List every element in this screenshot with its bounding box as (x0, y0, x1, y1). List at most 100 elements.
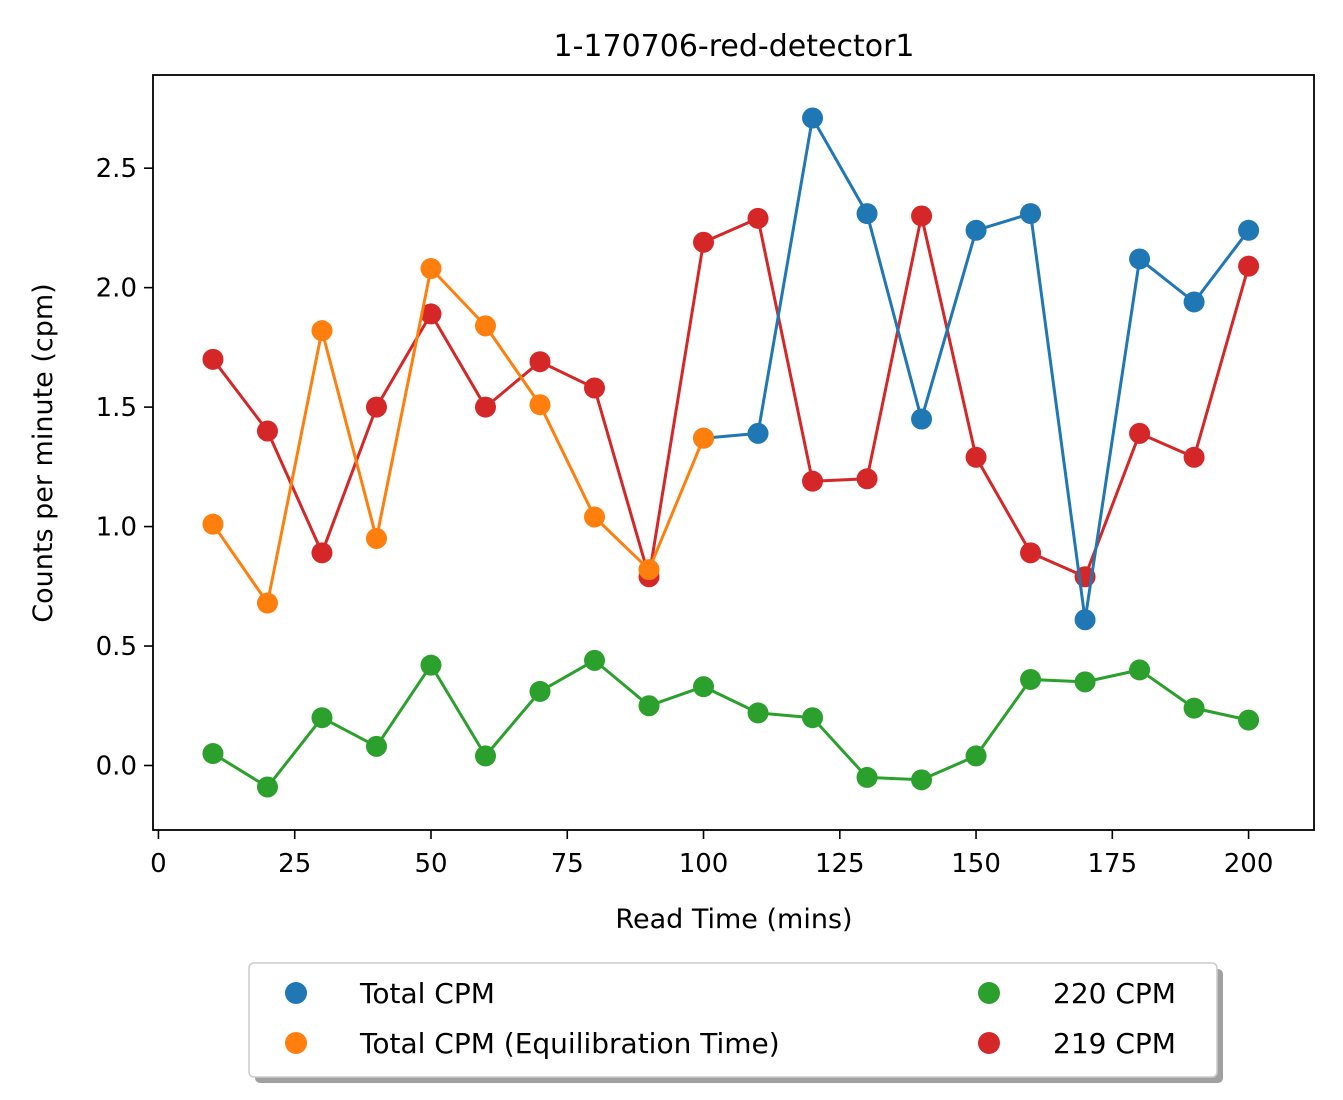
x-tick-label: 0 (150, 849, 167, 879)
y-tick-label: 2.0 (96, 274, 137, 304)
legend-item: 220 CPM (978, 977, 1176, 1010)
data-point (420, 258, 442, 280)
data-point (365, 528, 387, 550)
data-point (202, 348, 224, 370)
x-tick-label: 50 (414, 849, 447, 879)
x-tick-label: 150 (951, 849, 1001, 879)
y-tick-label: 0.5 (96, 632, 137, 662)
data-point (365, 396, 387, 418)
data-point (474, 745, 496, 767)
data-point (420, 303, 442, 325)
data-point (1238, 219, 1260, 241)
data-point (365, 735, 387, 757)
data-point (802, 470, 824, 492)
data-point (1074, 671, 1096, 693)
data-point (911, 205, 933, 227)
data-point (202, 513, 224, 535)
legend-marker (978, 982, 1000, 1004)
data-point (311, 320, 333, 342)
data-point (856, 766, 878, 788)
x-tick-label: 100 (679, 849, 729, 879)
data-point (693, 231, 715, 253)
legend-marker (285, 982, 307, 1004)
legend-label: Total CPM (Equilibration Time) (359, 1027, 780, 1060)
data-point (1020, 668, 1042, 690)
data-point (584, 506, 606, 528)
legend-marker (978, 1032, 1000, 1054)
data-point (1129, 659, 1151, 681)
y-tick-label: 1.5 (96, 393, 137, 423)
plot-area (202, 107, 1260, 798)
x-tick-label: 75 (551, 849, 584, 879)
data-point (693, 676, 715, 698)
data-point (911, 408, 933, 430)
y-tick-label: 0.0 (96, 751, 137, 781)
legend: Total CPM Total CPM (Equilibration Time) 2… (248, 962, 1223, 1083)
legend-item: Total CPM (Equilibration Time) (285, 1027, 780, 1060)
data-point (584, 377, 606, 399)
legend-box (248, 962, 1218, 1078)
legend-label: 220 CPM (1053, 977, 1176, 1010)
data-point (1020, 542, 1042, 564)
data-point (420, 654, 442, 676)
x-tick-label: 25 (278, 849, 311, 879)
x-tick-label: 175 (1088, 849, 1138, 879)
data-point (965, 446, 987, 468)
data-point (1074, 609, 1096, 631)
data-point (474, 396, 496, 418)
y-tick-label: 2.5 (96, 154, 137, 184)
x-tick-label: 200 (1224, 849, 1274, 879)
data-point (693, 427, 715, 449)
data-point (1238, 709, 1260, 731)
y-axis: 0.0 0.5 1.0 1.5 2.0 2.5 (96, 154, 153, 781)
data-point (256, 592, 278, 614)
legend-marker (285, 1032, 307, 1054)
data-point (747, 422, 769, 444)
legend-item: 219 CPM (978, 1027, 1176, 1060)
data-point (965, 219, 987, 241)
data-point (1238, 255, 1260, 277)
data-point (638, 695, 660, 717)
x-tick-label: 125 (815, 849, 865, 879)
data-point (202, 743, 224, 765)
data-point (802, 707, 824, 729)
data-point (584, 649, 606, 671)
data-point (965, 745, 987, 767)
y-tick-label: 1.0 (96, 513, 137, 543)
data-point (911, 769, 933, 791)
data-point (1129, 248, 1151, 270)
series-220-cpm (202, 649, 1260, 798)
data-point (856, 468, 878, 490)
data-point (256, 420, 278, 442)
data-point (474, 315, 496, 337)
data-point (638, 559, 660, 581)
chart-title: 1-170706-red-detector1 (553, 29, 914, 64)
legend-item: Total CPM (285, 977, 495, 1010)
data-point (311, 707, 333, 729)
x-axis-label: Read Time (mins) (615, 904, 852, 935)
data-point (747, 207, 769, 229)
legend-label: 219 CPM (1053, 1027, 1176, 1060)
data-point (802, 107, 824, 129)
series-total-cpm-equilibration-time (202, 258, 715, 614)
data-point (256, 776, 278, 798)
data-point (529, 680, 551, 702)
data-point (529, 351, 551, 373)
data-point (747, 702, 769, 724)
series-219-cpm (202, 205, 1260, 588)
data-point (1020, 203, 1042, 225)
y-axis-label: Counts per minute (cpm) (28, 283, 59, 622)
data-point (1183, 446, 1205, 468)
series-line (211, 267, 705, 605)
data-point (856, 203, 878, 225)
x-axis: 0 25 50 75 100 125 150 175 200 (150, 830, 1273, 879)
legend-label: Total CPM (359, 977, 495, 1010)
plot-frame (152, 74, 1315, 831)
data-point (311, 542, 333, 564)
data-point (529, 394, 551, 416)
data-point (1183, 291, 1205, 313)
data-point (1183, 697, 1205, 719)
data-point (1129, 422, 1151, 444)
